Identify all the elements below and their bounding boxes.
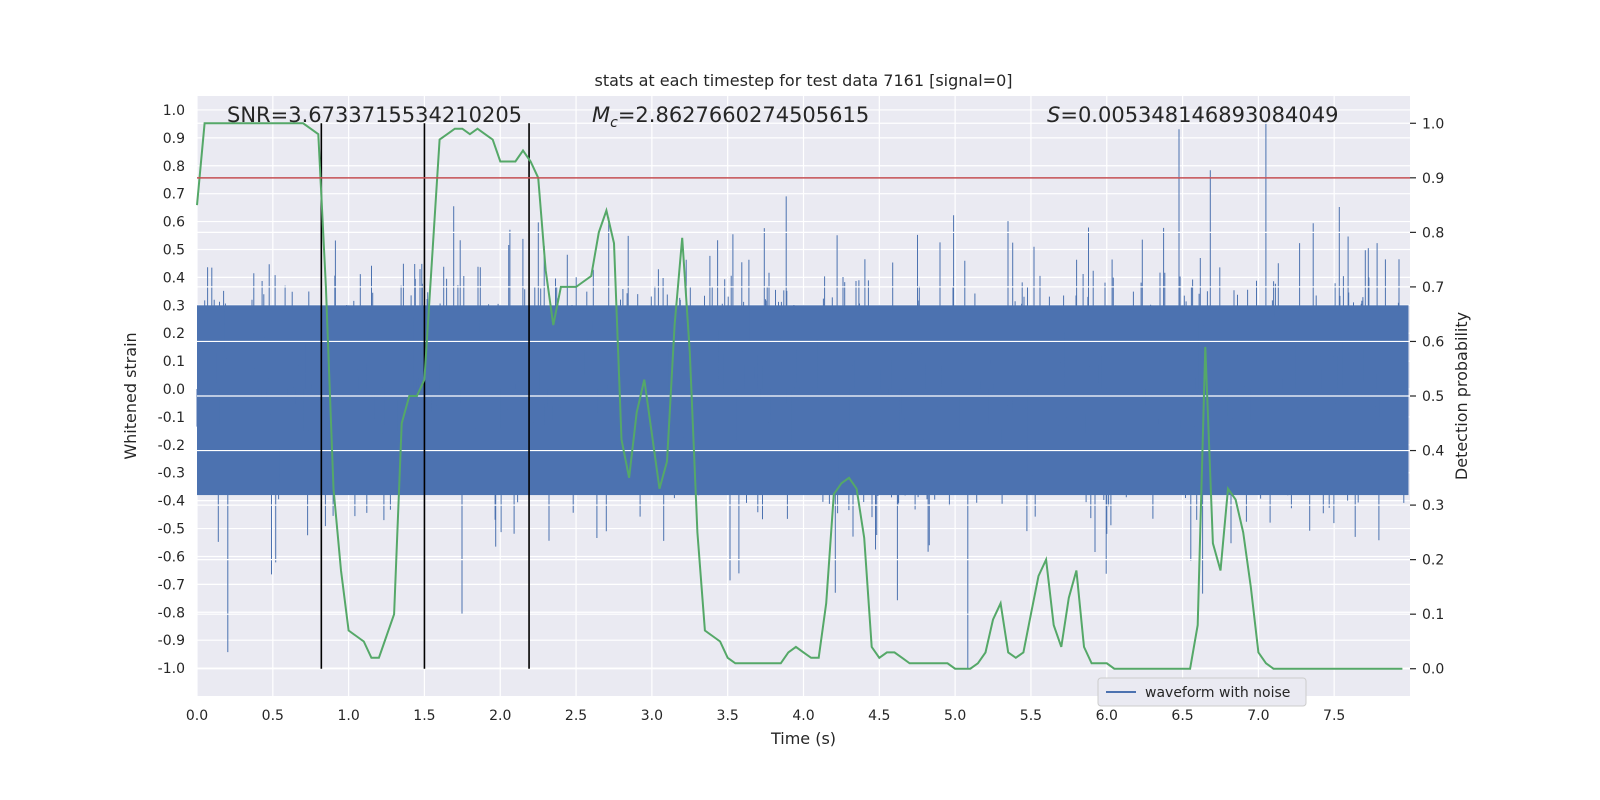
y-right-tick-label: 0.7 — [1422, 280, 1444, 296]
chirp-mass-value: =2.8627660274505615 — [618, 103, 869, 127]
y-left-tick-label: -0.3 — [158, 466, 185, 482]
y-left-tick-label: -0.6 — [158, 549, 185, 565]
chirp-mass-subscript: c — [610, 115, 618, 131]
y-axis-right: 1.0 0.9 0.8 0.7 0.6 0.5 0.4 0.3 0.2 0.1 0.0 — [1410, 116, 1444, 678]
y-right-tick-label: 0.3 — [1422, 498, 1444, 514]
chirp-mass-annotation: Mc=2.8627660274505615 — [592, 103, 869, 131]
x-tick-label: 3.0 — [641, 708, 663, 724]
s-annotation: S=0.005348146893084049 — [1047, 103, 1338, 127]
x-tick-label: 1.5 — [413, 708, 435, 724]
x-tick-label: 6.0 — [1096, 708, 1118, 724]
x-tick-label: 2.5 — [565, 708, 587, 724]
y-left-tick-label: 0.7 — [163, 187, 185, 203]
chart-title: stats at each timestep for test data 716… — [594, 71, 1012, 90]
x-tick-label: 5.5 — [1020, 708, 1042, 724]
y-left-tick-label: 0.8 — [163, 159, 185, 175]
snr-annotation: SNR=3.6733715534210205 — [227, 103, 522, 127]
y-right-tick-label: 0.2 — [1422, 553, 1444, 569]
y-left-tick-label: -0.7 — [158, 577, 185, 593]
y-left-tick-label: 0.5 — [163, 242, 185, 258]
y-right-tick-label: 0.6 — [1422, 334, 1444, 350]
y-right-tick-label: 1.0 — [1422, 116, 1444, 132]
legend-label-waveform: waveform with noise — [1145, 685, 1290, 701]
y-left-tick-label: 0.3 — [163, 298, 185, 314]
y-right-tick-label: 0.1 — [1422, 607, 1444, 623]
y-left-tick-label: 0.4 — [163, 270, 185, 286]
y-right-tick-label: 0.0 — [1422, 662, 1444, 678]
legend-box — [1097, 677, 1307, 707]
x-axis: 0.0 0.5 1.0 1.5 2.0 2.5 3.0 3.5 4.0 4.5 5.0 5.5 6.0 6… — [186, 708, 1345, 724]
y-left-tick-label: -0.2 — [158, 438, 185, 454]
x-tick-label: 0.5 — [262, 708, 284, 724]
x-tick-label: 4.5 — [868, 708, 890, 724]
y-left-tick-label: -0.1 — [158, 410, 185, 426]
x-tick-label: 0.0 — [186, 708, 208, 724]
y-left-tick-label: -0.5 — [158, 522, 185, 538]
y-left-tick-label: 1.0 — [163, 103, 185, 119]
y-left-tick-label: -0.9 — [158, 633, 185, 649]
y-left-tick-label: 0.0 — [163, 382, 185, 398]
legend: waveform with noise — [1097, 677, 1307, 707]
y-left-tick-label: -0.8 — [158, 605, 185, 621]
y-axis-left-label: Whitened strain — [121, 332, 140, 459]
y-left-tick-label: -1.0 — [158, 661, 185, 677]
s-value: =0.005348146893084049 — [1060, 103, 1338, 127]
y-right-tick-label: 0.5 — [1422, 389, 1444, 405]
x-tick-label: 2.0 — [489, 708, 511, 724]
x-tick-label: 3.5 — [717, 708, 739, 724]
x-tick-label: 4.0 — [792, 708, 814, 724]
detection-probability-series — [196, 122, 1403, 670]
s-symbol: S — [1047, 103, 1060, 127]
x-tick-label: 7.0 — [1247, 708, 1269, 724]
y-left-tick-label: 0.6 — [163, 215, 185, 231]
y-axis-left: 1.0 0.9 0.8 0.7 0.6 0.5 0.4 0.3 0.2 0.1 0.0 -0.1 -0.… — [158, 103, 185, 677]
x-tick-label: 1.0 — [337, 708, 359, 724]
y-left-tick-label: -0.4 — [158, 494, 185, 510]
y-axis-right-label: Detection probability — [1452, 312, 1471, 480]
x-tick-label: 6.5 — [1171, 708, 1193, 724]
x-axis-label: Time (s) — [770, 729, 836, 748]
x-tick-label: 7.5 — [1323, 708, 1345, 724]
y-right-tick-label: 0.9 — [1422, 171, 1444, 187]
y-right-tick-label: 0.8 — [1422, 225, 1444, 241]
x-tick-label: 5.0 — [944, 708, 966, 724]
y-left-tick-label: 0.1 — [163, 354, 185, 370]
y-left-tick-label: 0.9 — [163, 131, 185, 147]
y-right-tick-label: 0.4 — [1422, 444, 1444, 460]
chirp-mass-symbol: M — [592, 103, 610, 127]
y-left-tick-label: 0.2 — [163, 326, 185, 342]
